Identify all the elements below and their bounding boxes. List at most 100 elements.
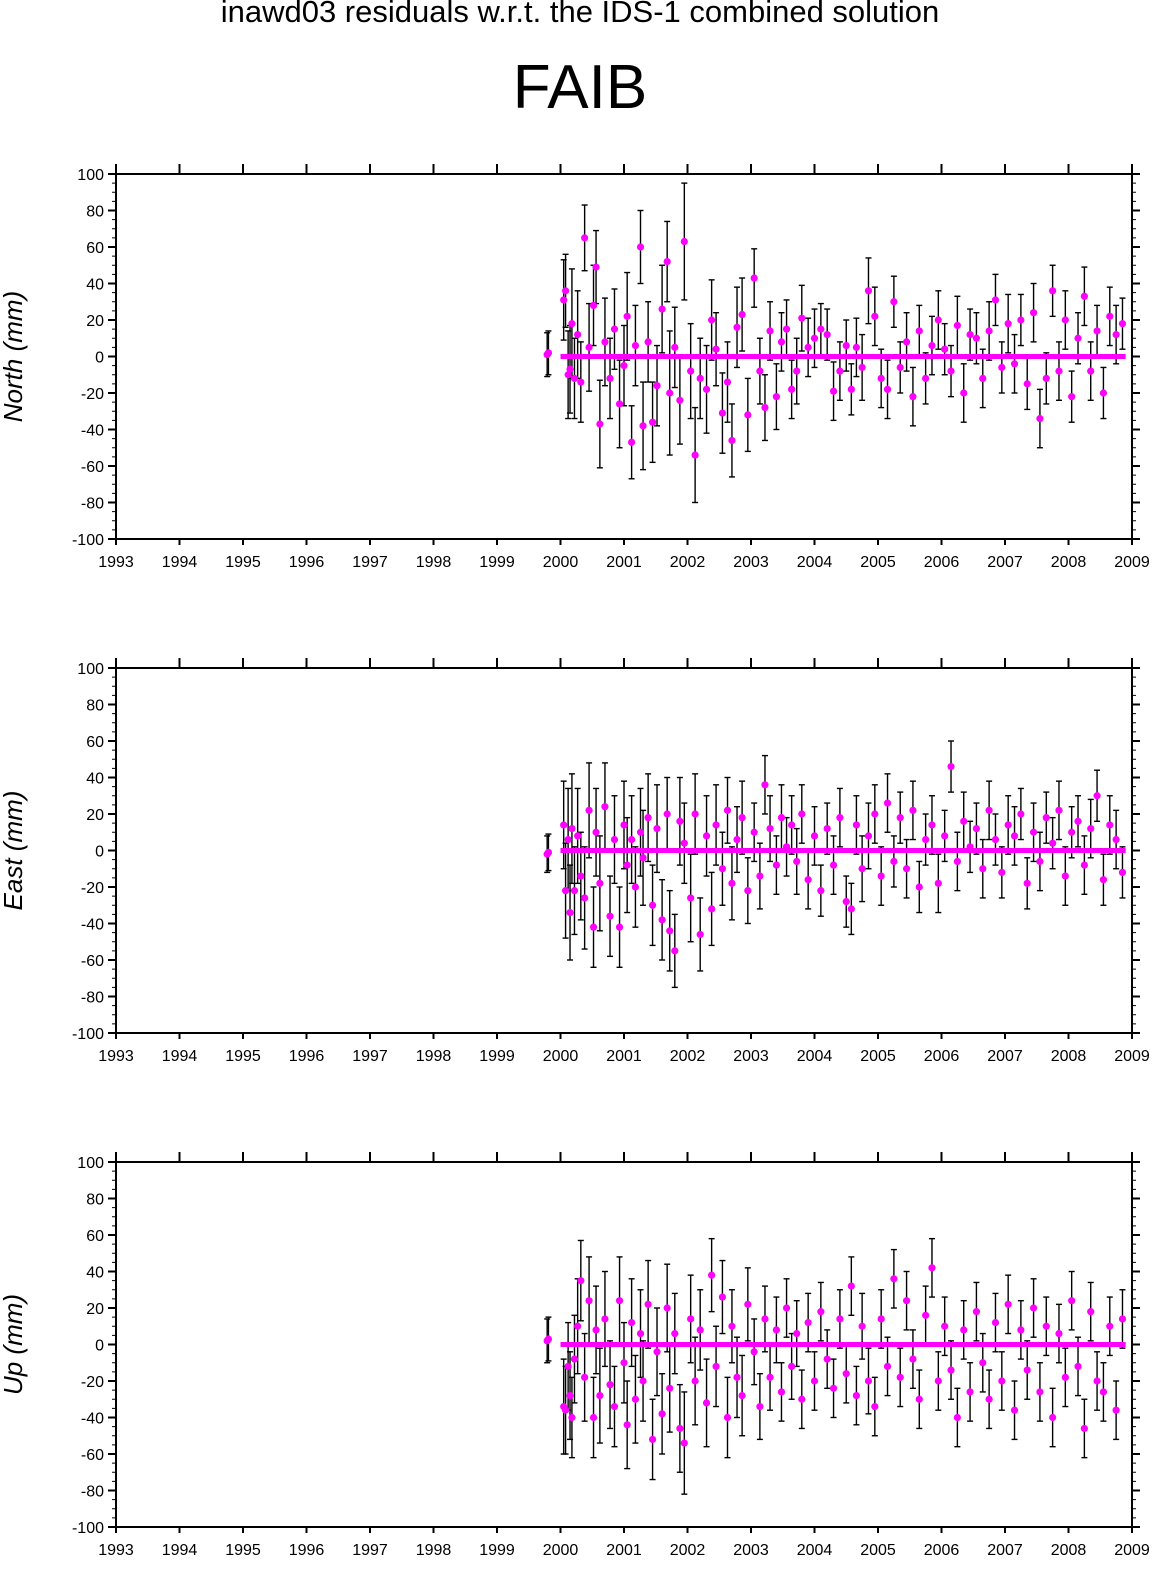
data-point [728, 436, 736, 445]
data-point [852, 1392, 861, 1400]
data-point [761, 1315, 769, 1323]
y-tick-label: 0 [95, 844, 104, 861]
data-point [658, 305, 666, 313]
data-point [644, 338, 652, 346]
data-point [960, 1326, 968, 1334]
x-tick-label: 2008 [1051, 1542, 1087, 1559]
data-point [589, 1413, 598, 1422]
data-point [798, 1395, 806, 1403]
data-point [691, 1377, 699, 1385]
x-tick-label: 2005 [860, 554, 896, 571]
data-point [890, 298, 898, 306]
data-point [1099, 876, 1108, 884]
data-point [666, 1384, 674, 1392]
data-point [702, 385, 711, 393]
y-tick-label: 60 [86, 240, 104, 257]
data-point [636, 1329, 645, 1338]
data-point [728, 879, 736, 887]
x-tick-label: 2008 [1051, 1048, 1087, 1065]
data-point [998, 868, 1006, 877]
data-point [544, 1335, 553, 1343]
x-tick-label: 1998 [416, 554, 452, 571]
y-tick-label: 80 [86, 698, 104, 715]
data-point [836, 367, 844, 375]
y-tick-label: 20 [86, 1301, 104, 1318]
data-point [1061, 872, 1069, 880]
data-point [620, 1359, 628, 1367]
data-point [568, 1413, 576, 1422]
x-tick-label: 2009 [1114, 554, 1150, 571]
data-point [564, 835, 572, 844]
data-point [631, 883, 640, 891]
data-point [890, 1275, 898, 1283]
data-point [1042, 814, 1050, 822]
x-tick-label: 2007 [987, 1542, 1023, 1559]
data-point [890, 857, 898, 866]
data-point [934, 316, 942, 324]
data-point [623, 861, 631, 869]
data-point [663, 810, 671, 818]
y-tick-label: -20 [81, 386, 104, 403]
data-point [744, 887, 752, 895]
data-point [648, 901, 657, 909]
chart-title: inawd03 residuals w.r.t. the IDS-1 combi… [220, 0, 940, 29]
y-tick-label: 100 [77, 1155, 104, 1172]
x-tick-label: 1995 [225, 1542, 261, 1559]
data-point [601, 338, 609, 346]
data-point [691, 810, 699, 818]
data-point [623, 312, 631, 320]
data-point [610, 325, 619, 333]
data-point [761, 781, 769, 789]
x-tick-label: 1999 [479, 1048, 515, 1065]
data-point [871, 810, 879, 818]
data-point [1099, 1388, 1108, 1396]
data-point [738, 310, 746, 319]
data-point [804, 876, 812, 884]
data-point [639, 854, 647, 862]
data-point [644, 814, 652, 822]
data-point [712, 345, 720, 353]
data-point [915, 1395, 923, 1403]
data-point [777, 814, 786, 822]
data-point [896, 814, 904, 822]
data-point [589, 301, 598, 309]
data-point [636, 828, 645, 836]
y-tick-label: -60 [81, 459, 104, 476]
data-point [804, 1319, 812, 1327]
data-point [772, 1326, 781, 1334]
data-series [543, 182, 1127, 504]
data-point [1074, 817, 1082, 825]
data-point [817, 1308, 825, 1316]
data-point [864, 832, 873, 840]
data-point [1106, 1322, 1114, 1330]
data-point [606, 912, 614, 920]
data-point [782, 1304, 791, 1312]
data-point [666, 389, 674, 397]
data-point [671, 1329, 679, 1338]
data-point [687, 367, 695, 375]
data-point [928, 1264, 936, 1272]
data-point [1080, 1424, 1088, 1433]
data-point [585, 343, 593, 351]
data-point [1049, 839, 1057, 847]
data-point [561, 1406, 570, 1414]
data-point [566, 908, 574, 917]
data-point [723, 1413, 732, 1422]
data-point [1093, 792, 1101, 800]
data-point [761, 404, 769, 412]
data-point [941, 345, 949, 353]
x-tick-label: 2009 [1114, 1542, 1150, 1559]
data-point [922, 374, 930, 382]
data-point [947, 367, 955, 375]
data-point [577, 378, 585, 386]
data-point [574, 1322, 582, 1330]
data-point [596, 420, 604, 428]
data-point [728, 1322, 736, 1330]
data-point [756, 367, 764, 375]
y-tick-label: -20 [81, 880, 104, 897]
x-tick-label: 1994 [162, 1542, 198, 1559]
x-tick-label: 2000 [543, 1542, 579, 1559]
data-point [570, 1355, 579, 1363]
x-tick-label: 2004 [797, 1542, 833, 1559]
data-point [680, 237, 688, 246]
